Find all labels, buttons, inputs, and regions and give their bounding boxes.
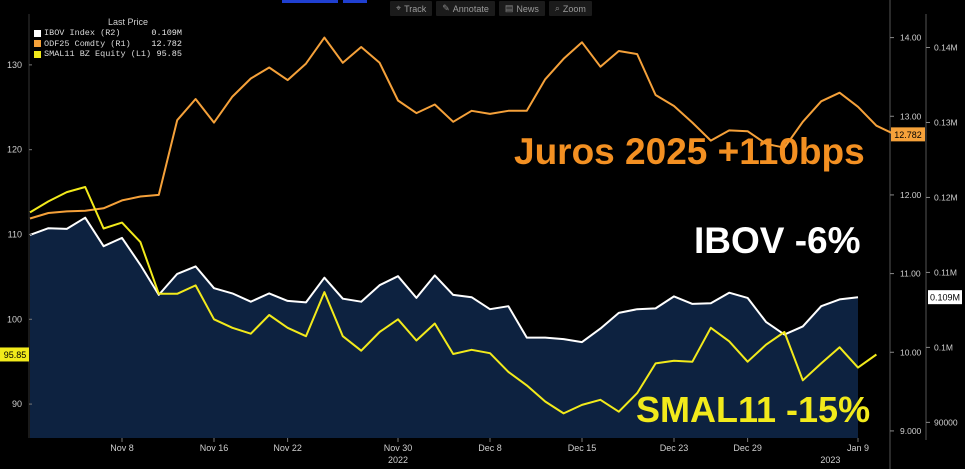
r2-axis-tick-label: 0.1M xyxy=(934,342,953,352)
zoom-button[interactable]: ⌕ Zoom xyxy=(548,1,592,16)
legend-entry-smal11[interactable]: SMAL11 BZ Equity (L1) 95.85 xyxy=(34,49,182,60)
legend-entry-odf25[interactable]: ODF25 Comdty (R1) 12.782 xyxy=(34,39,182,50)
r1-axis-tick-label: 12.00 xyxy=(900,190,922,200)
ibov-area xyxy=(30,217,858,438)
r1-axis-tick-label: 9.000 xyxy=(900,426,922,436)
news-button[interactable]: ▤ News xyxy=(498,1,545,16)
window-tab-indicator xyxy=(282,0,338,3)
series-line-smal11-bz-equity xyxy=(29,186,877,415)
r2-axis-tick-label: 0.11M xyxy=(934,267,957,277)
x-axis-tick-label: Dec 8 xyxy=(478,443,502,453)
legend-swatch xyxy=(34,50,41,58)
last-value-label-ibov: 0.109M xyxy=(930,293,960,303)
track-button[interactable]: ⌖ Track xyxy=(390,1,433,16)
x-axis-year-label: 2023 xyxy=(820,455,840,465)
legend-entry-value: 12.782 xyxy=(151,38,182,49)
r1-axis-tick-label: 14.00 xyxy=(900,33,922,43)
last-value-label-odf25: 12.782 xyxy=(894,130,922,140)
legend-swatch xyxy=(34,40,41,48)
r2-axis-tick-label: 0.14M xyxy=(934,43,958,53)
r1-axis-tick-label: 10.00 xyxy=(900,347,922,357)
r2-axis-tick-label: 90000 xyxy=(934,417,958,427)
legend-swatch xyxy=(34,29,41,37)
window-tab-indicator-2 xyxy=(343,0,367,3)
last-value-box-odf25 xyxy=(891,127,925,142)
legend-entry-value: 95.85 xyxy=(156,49,182,60)
left-axis-tick-label: 100 xyxy=(7,314,22,324)
last-value-label-smal11: 95.85 xyxy=(4,350,27,360)
x-axis-tick-label: Nov 30 xyxy=(384,443,413,453)
x-axis-tick-label: Nov 16 xyxy=(200,443,229,453)
x-axis-year-label: 2022 xyxy=(388,455,408,465)
zoom-icon: ⌕ xyxy=(554,3,560,13)
r1-axis-tick-label: 11.00 xyxy=(900,269,921,279)
x-axis-tick-label: Dec 15 xyxy=(568,443,597,453)
series-line-odf25-comdty xyxy=(29,36,896,220)
left-axis-tick-label: 110 xyxy=(8,229,22,239)
legend-entry-name: IBOV Index (R2) xyxy=(44,28,121,39)
legend-entry-value: 0.109M xyxy=(151,28,182,39)
crosshair-icon: ⌖ xyxy=(396,3,402,13)
x-axis-tick-label: Dec 29 xyxy=(733,443,762,453)
r2-axis-tick-label: 0.12M xyxy=(934,192,958,202)
annotation-ibov: IBOV -6% xyxy=(694,220,861,261)
r1-axis-tick-label: 13.00 xyxy=(900,111,922,121)
left-axis-tick-label: 120 xyxy=(7,145,22,155)
annotate-button[interactable]: ✎ Annotate xyxy=(436,1,495,16)
x-axis-tick-label: Nov 22 xyxy=(273,443,302,453)
x-axis-tick-label: Dec 23 xyxy=(660,443,689,453)
pencil-icon: ✎ xyxy=(442,3,450,13)
r2-axis-tick-label: 0.13M xyxy=(934,117,958,127)
last-value-box-ibov xyxy=(928,290,962,305)
legend-entry-name: SMAL11 BZ Equity (L1) xyxy=(44,49,152,60)
news-icon: ▤ xyxy=(504,3,514,13)
last-value-box-smal11 xyxy=(0,347,29,362)
chart-toolbar: ⌖ Track ✎ Annotate ▤ News ⌕ Zoom xyxy=(390,1,592,16)
legend-entry-name: ODF25 Comdty (R1) xyxy=(44,38,131,49)
x-axis-tick-label: Jan 9 xyxy=(847,443,869,453)
chart-legend: Last Price IBOV Index (R2) 0.109M ODF25 … xyxy=(31,15,185,63)
left-axis-tick-label: 130 xyxy=(7,60,22,70)
annotation-juros: Juros 2025 +110bps xyxy=(514,131,865,172)
x-axis-tick-label: Nov 8 xyxy=(110,443,134,453)
legend-entry-ibov[interactable]: IBOV Index (R2) 0.109M xyxy=(34,28,182,39)
left-axis-tick-label: 90 xyxy=(12,399,22,409)
annotation-smal11: SMAL11 -15% xyxy=(636,389,871,430)
series-line-ibov-index xyxy=(29,216,859,344)
legend-title: Last Price xyxy=(107,17,149,27)
